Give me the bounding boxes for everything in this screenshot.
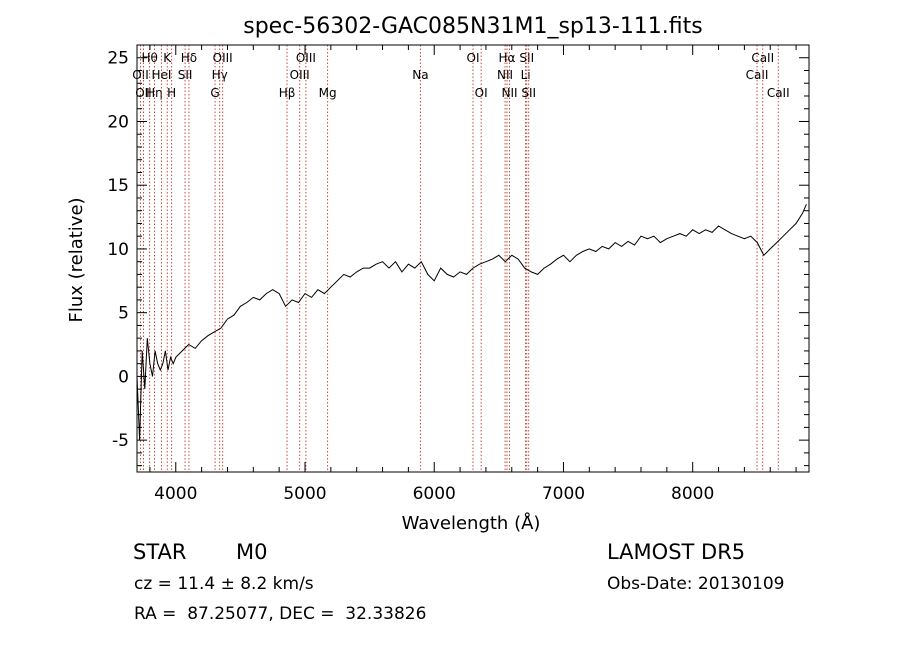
spectral-line-label: Hβ <box>279 86 296 100</box>
spectral-line-label: Na <box>412 68 428 82</box>
y-tick-label: 10 <box>107 240 129 260</box>
spectral-line-label: Mg <box>319 86 337 100</box>
survey-name: LAMOST DR5 <box>607 540 746 564</box>
spectral-line-label: Hη <box>146 86 163 100</box>
redshift-readout: cz = 11.4 ± 8.2 km/s <box>134 574 314 594</box>
spectral-line-label: OIII <box>290 68 310 82</box>
spectral-line-label: OIII <box>213 51 233 65</box>
spectrum-series-line <box>136 204 807 441</box>
x-tick-label: 5000 <box>283 484 326 504</box>
observation-date: Obs-Date: 20130109 <box>607 574 785 594</box>
chart-title: spec-56302-GAC085N31M1_sp13-111.fits <box>243 14 703 39</box>
spectral-line-label: SII <box>178 68 193 82</box>
plot-frame <box>136 44 810 473</box>
x-axis-label: Wavelength (Å) <box>402 512 541 534</box>
spectral-line-label: Hα <box>499 51 516 65</box>
spectral-line-label: NII <box>497 68 513 82</box>
y-tick-label: 0 <box>118 367 129 387</box>
object-subclass: M0 <box>236 540 268 564</box>
plot-area: OIIOIIHθHηHeIKHSIIHδGHγOIIIHβOIIIOIIIMgN… <box>107 44 809 504</box>
object-class: STAR <box>133 540 187 564</box>
spectral-line-label: CaII <box>767 86 790 100</box>
x-tick-label: 4000 <box>154 484 197 504</box>
spectral-line-label: SII <box>521 86 536 100</box>
spectral-line-label: OII <box>135 86 152 100</box>
spectral-line-label: HeI <box>151 68 171 82</box>
y-tick-label: 15 <box>107 176 129 196</box>
spectral-line-label: Hγ <box>212 68 228 82</box>
y-axis-label: Flux (relative) <box>66 197 87 322</box>
spectral-line-label: K <box>163 51 172 65</box>
y-tick-label: 25 <box>107 49 129 69</box>
spectral-line-label: Hδ <box>181 51 197 65</box>
x-tick-label: 7000 <box>542 484 585 504</box>
spectral-line-label: G <box>210 86 219 100</box>
x-tick-label: 6000 <box>413 484 456 504</box>
spectral-line-label: OII <box>132 68 149 82</box>
y-tick-label: 20 <box>107 112 129 132</box>
spectral-line-label: NII <box>502 86 518 100</box>
spectral-line-label: OI <box>475 86 488 100</box>
spectral-line-label: OI <box>467 51 480 65</box>
y-tick-label: 5 <box>118 304 129 324</box>
spectral-line-label: CaII <box>751 51 774 65</box>
spectral-line-label: CaII <box>746 68 769 82</box>
spectral-line-label: Hθ <box>141 51 157 65</box>
spectral-line-label: OIII <box>296 51 316 65</box>
y-tick-label: -5 <box>112 431 129 451</box>
spectral-line-label: H <box>167 86 176 100</box>
x-tick-label: 8000 <box>671 484 714 504</box>
spectral-line-label: SII <box>519 51 534 65</box>
coordinates-readout: RA = 87.25077, DEC = 32.33826 <box>134 604 427 624</box>
spectral-line-label: Li <box>521 68 531 82</box>
